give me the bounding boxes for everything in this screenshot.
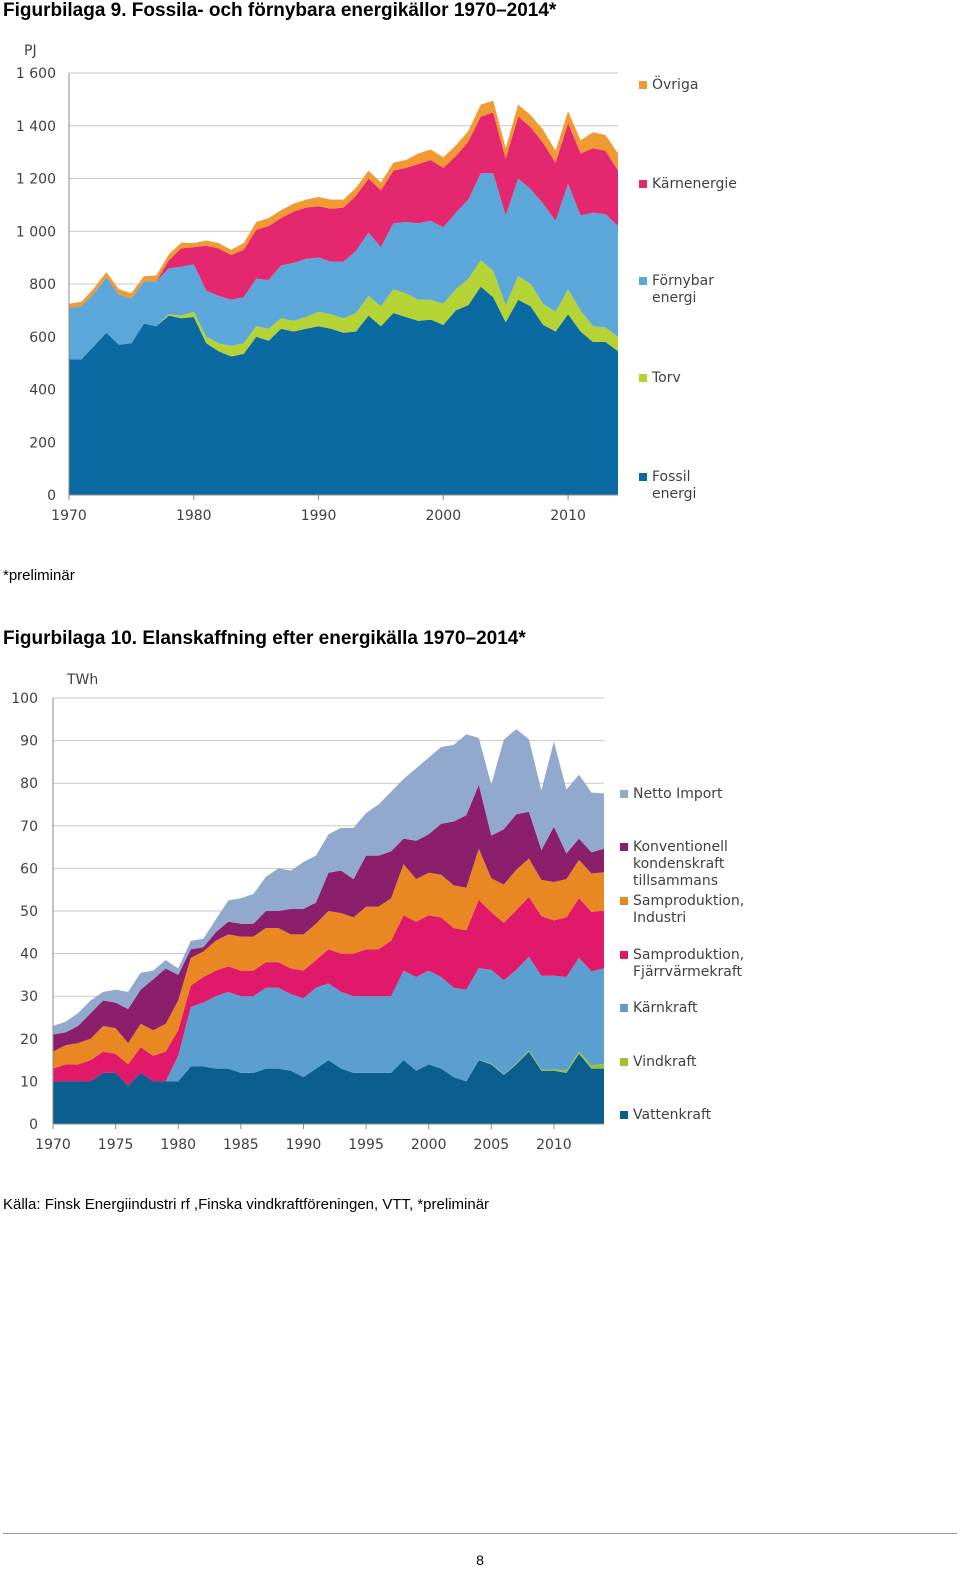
- legend-label-samproduktion-industri: Samproduktion, Industri: [633, 893, 744, 926]
- y-tick-label: 70: [20, 819, 38, 835]
- legend-label-vattenkraft: Vattenkraft: [633, 1107, 712, 1123]
- y-tick-label: 200: [29, 435, 56, 451]
- legend-label-konventionell-kondenskraft-tillsammans: Konventionell kondenskraft tillsammans: [633, 839, 728, 889]
- y-tick-label: 60: [20, 861, 38, 877]
- legend-label-karnenergie: Kärnenergie: [652, 176, 737, 192]
- legend-label-fossil-energi: Fossil energi: [652, 469, 696, 502]
- legend-swatch-vattenkraft: [620, 1111, 628, 1119]
- legend-swatch-karnenergie: [639, 180, 647, 188]
- area-fossil-energi: [69, 286, 618, 495]
- area-samproduktion-industri: [53, 848, 604, 1069]
- y-tick-label: 0: [47, 488, 56, 504]
- figure1-title: Figurbilaga 9. Fossila- och förnybara en…: [3, 0, 557, 21]
- area-karnkraft: [53, 956, 604, 1086]
- chart-fossil-renewable: 0 200 400 600 800 1 000 1 200 1 400 1 600 PJ 1970 1…: [16, 43, 737, 524]
- y-tick-label: 40: [20, 947, 38, 963]
- x-tick-label: 1980: [160, 1137, 196, 1153]
- figure2-title: Figurbilaga 10. Elanskaffning efter ener…: [3, 628, 526, 649]
- x-tick-label: 1980: [176, 508, 212, 524]
- y-tick-label: 80: [20, 776, 38, 792]
- legend-label-netto-import: Netto Import: [633, 786, 723, 802]
- x-tick-label: 1990: [301, 508, 337, 524]
- legend-label-fornybar-energi: Förnybar energi: [652, 273, 714, 306]
- area-fornybar-energi: [69, 173, 618, 360]
- legend-label-ovriga: Övriga: [652, 75, 698, 93]
- x-tick-label: 2005: [473, 1137, 509, 1153]
- source-note: Källa: Finsk Energiindustri rf ,Finska v…: [3, 1196, 490, 1213]
- legend-label-samproduktion-fjarrvarmekraft: Samproduktion, Fjärrvärmekraft: [633, 947, 744, 980]
- legend-swatch-fossil-energi: [639, 473, 647, 481]
- x-tick-label: 1970: [51, 508, 87, 524]
- x-tick-label: 1970: [35, 1137, 71, 1153]
- x-tick-label: 1990: [286, 1137, 322, 1153]
- y-tick-label: 600: [29, 330, 56, 346]
- legend-label-vindkraft: Vindkraft: [633, 1054, 697, 1070]
- y-tick-label: 400: [29, 383, 56, 399]
- y-tick-label: 1 000: [16, 224, 56, 240]
- x-tick-label: 2000: [411, 1137, 447, 1153]
- legend-label-karnkraft: Kärnkraft: [633, 1000, 698, 1016]
- legend-swatch-vindkraft: [620, 1058, 628, 1066]
- y-tick-label: 1 600: [16, 66, 56, 82]
- area-konventionell-kondenskraft-tillsammans: [53, 784, 604, 1052]
- y-tick-label: 800: [29, 277, 56, 293]
- x-tick-label: 1975: [98, 1137, 134, 1153]
- legend-swatch-konventionell-kondenskraft-tillsammans: [620, 843, 628, 851]
- area-samproduktion-fjarrvarmekraft: [53, 896, 604, 1086]
- legend-swatch-netto-import: [620, 790, 628, 798]
- area-vattenkraft: [53, 1051, 604, 1124]
- y-tick-label: 90: [20, 734, 38, 750]
- preliminary-note: *preliminär: [3, 567, 75, 584]
- legend-swatch-torv: [639, 374, 647, 382]
- legend-label-torv: Torv: [651, 370, 681, 386]
- y-tick-label: 50: [20, 904, 38, 920]
- chart-electricity-supply: 0 10 20 30 40 50 60 70 80 90 100 TWh 1970 1975 1980 198…: [11, 672, 744, 1153]
- y-axis-label: PJ: [24, 43, 37, 59]
- x-tick-label: 2010: [550, 508, 586, 524]
- x-tick-label: 1995: [348, 1137, 384, 1153]
- legend-swatch-ovriga: [639, 81, 647, 89]
- area-ovriga: [69, 100, 618, 308]
- y-axis-label: TWh: [66, 672, 98, 688]
- footer-divider: [3, 1533, 957, 1534]
- area-torv: [69, 260, 618, 360]
- legend-swatch-samproduktion-industri: [620, 897, 628, 905]
- area-netto-import: [53, 729, 604, 1035]
- legend-swatch-samproduktion-fjarrvarmekraft: [620, 951, 628, 959]
- area-karnenergie: [69, 112, 618, 308]
- y-tick-label: 1 400: [16, 119, 56, 135]
- y-tick-label: 100: [11, 691, 38, 707]
- page-number: 8: [476, 1552, 484, 1568]
- y-tick-label: 20: [20, 1032, 38, 1048]
- legend-swatch-fornybar-energi: [639, 277, 647, 285]
- y-tick-label: 0: [29, 1117, 38, 1133]
- legend-swatch-karnkraft: [620, 1004, 628, 1012]
- x-tick-label: 1985: [223, 1137, 259, 1153]
- y-tick-label: 10: [20, 1074, 38, 1090]
- y-tick-label: 30: [20, 989, 38, 1005]
- x-tick-label: 2010: [536, 1137, 572, 1153]
- y-tick-label: 1 200: [16, 172, 56, 188]
- x-tick-label: 2000: [425, 508, 461, 524]
